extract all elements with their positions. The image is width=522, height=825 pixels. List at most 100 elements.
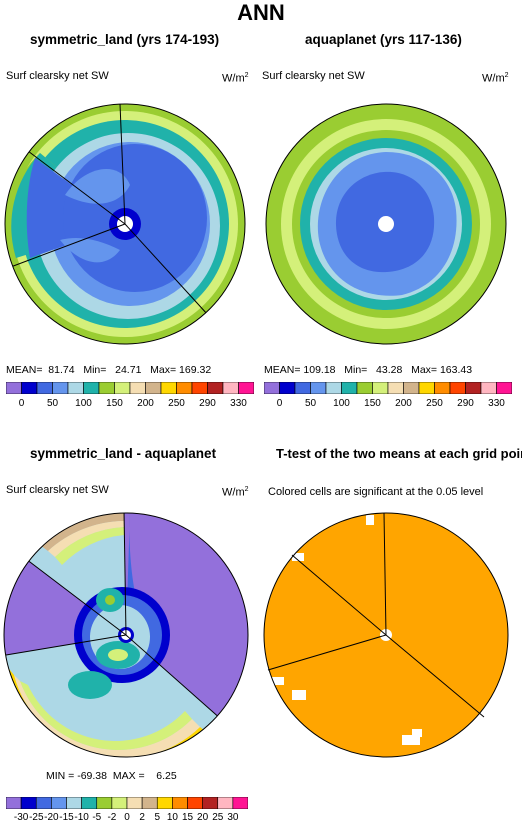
colorbar-swatch [81, 797, 98, 809]
colorbar-swatch [480, 382, 497, 394]
colorbar-tick-label: 330 [488, 398, 505, 409]
colorbar-tick-label: 290 [199, 398, 216, 409]
panel-title-aquaplanet: aquaplanet (yrs 117-136) [305, 32, 462, 47]
stats-label-p3: MIN = -69.38 MAX = 6.25 [46, 770, 177, 782]
colorbar-tick-label: 0 [18, 398, 25, 409]
colorbar-swatch [325, 382, 342, 394]
colorbar-tick-label: 250 [426, 398, 443, 409]
colorbar-labels-p1: 0 50 100 150 200 250 290 330 [6, 398, 254, 412]
colorbar-swatch [202, 797, 219, 809]
colorbar-tick-label: -10 [74, 812, 89, 823]
colorbar-swatch [356, 382, 373, 394]
colorbar-abs-p1 [6, 382, 254, 394]
variable-label-p2: Surf clearsky net SW [262, 70, 365, 82]
colorbar-swatch [341, 382, 358, 394]
colorbar-swatch [310, 382, 327, 394]
units-label-p1: W/m2 [222, 72, 249, 85]
colorbar-tick-label: 330 [230, 398, 247, 409]
colorbar-swatch [191, 382, 208, 394]
colorbar-labels-diff: -30 -25 -20 -15 -10 -5 -2 0 2 5 10 15 20 25 30 [6, 812, 248, 825]
polar-map-ttest [263, 512, 509, 758]
panel-title-symmetric-land: symmetric_land (yrs 174-193) [30, 32, 220, 47]
colorbar-tick-label: 2 [139, 812, 145, 823]
colorbar-swatch [207, 382, 224, 394]
colorbar-tick-label: 0 [276, 398, 283, 409]
stats-label-p2: MEAN= 109.18 Min= 43.28 Max= 163.43 [264, 364, 473, 376]
colorbar-tick-label: 25 [212, 812, 224, 823]
colorbar-tick-label: 150 [106, 398, 123, 409]
colorbar-swatch [6, 382, 22, 394]
colorbar-tick-label: 150 [364, 398, 381, 409]
colorbar-swatch [96, 797, 113, 809]
colorbar-swatch [232, 797, 248, 809]
colorbar-swatch [83, 382, 100, 394]
units-label-p2: W/m2 [482, 72, 509, 85]
stats-label-p1: MEAN= 81.74 Min= 24.71 Max= 169.32 [6, 364, 212, 376]
colorbar-swatch [387, 382, 404, 394]
colorbar-swatch [36, 382, 53, 394]
colorbar-swatch [21, 382, 38, 394]
colorbar-diff [6, 797, 248, 809]
colorbar-swatch [176, 382, 193, 394]
panel-title-ttest: T-test of the two means at each grid poi… [276, 446, 522, 461]
colorbar-swatch [294, 382, 311, 394]
colorbar-swatch [238, 382, 254, 394]
colorbar-swatch [187, 797, 203, 809]
colorbar-tick-label: 5 [154, 812, 161, 823]
units-label-p3: W/m2 [222, 486, 249, 499]
colorbar-swatch [172, 797, 188, 809]
colorbar-swatch [217, 797, 234, 809]
colorbar-tick-label: 100 [333, 398, 350, 409]
colorbar-tick-label: 50 [304, 398, 317, 409]
colorbar-swatch [111, 797, 128, 809]
colorbar-swatch [279, 382, 296, 394]
colorbar-tick-label: 200 [137, 398, 154, 409]
polar-map-symmetric-land [4, 103, 246, 345]
colorbar-swatch [403, 382, 420, 394]
colorbar-tick-label: -30 [13, 812, 29, 823]
colorbar-swatch [129, 382, 146, 394]
colorbar-swatch [67, 382, 84, 394]
page-title: ANN [237, 0, 285, 25]
colorbar-swatch [496, 382, 512, 394]
colorbar-tick-label: -2 [107, 812, 117, 823]
colorbar-tick-label: 15 [181, 812, 194, 823]
colorbar-swatch [114, 382, 131, 394]
colorbar-tick-label: 290 [457, 398, 474, 409]
colorbar-swatch [126, 797, 143, 809]
colorbar-tick-label: -20 [44, 812, 59, 823]
colorbar-swatch [449, 382, 466, 394]
colorbar-swatch [222, 382, 239, 394]
colorbar-tick-label: 20 [197, 812, 209, 823]
colorbar-swatch [264, 382, 280, 394]
ttest-annotation: Colored cells are significant at the 0.0… [268, 486, 484, 498]
colorbar-tick-label: 250 [168, 398, 185, 409]
colorbar-tick-label: 200 [395, 398, 412, 409]
colorbar-swatch [66, 797, 82, 809]
colorbar-swatch [160, 382, 177, 394]
colorbar-swatch [98, 382, 115, 394]
variable-label-p3: Surf clearsky net SW [6, 484, 109, 496]
colorbar-abs-p2 [264, 382, 512, 394]
colorbar-swatch [465, 382, 482, 394]
colorbar-labels-p2: 0 50 100 150 200 250 290 330 [264, 398, 512, 412]
colorbar-swatch [156, 797, 173, 809]
colorbar-tick-label: -5 [92, 812, 102, 823]
colorbar-swatch [6, 797, 22, 809]
colorbar-tick-label: 100 [75, 398, 92, 409]
polar-map-difference [3, 512, 249, 758]
polar-map-aquaplanet [265, 103, 507, 345]
colorbar-tick-label: 30 [227, 812, 239, 823]
colorbar-swatch [372, 382, 389, 394]
colorbar-swatch [20, 797, 37, 809]
variable-label-p1: Surf clearsky net SW [6, 70, 109, 82]
colorbar-swatch [145, 382, 162, 394]
colorbar-swatch [434, 382, 451, 394]
colorbar-swatch [51, 797, 67, 809]
colorbar-swatch [35, 797, 52, 809]
colorbar-swatch [418, 382, 435, 394]
colorbar-swatch [52, 382, 69, 394]
colorbar-swatch [141, 797, 158, 809]
panel-title-difference: symmetric_land - aquaplanet [30, 446, 217, 461]
colorbar-tick-label: 10 [166, 812, 178, 823]
